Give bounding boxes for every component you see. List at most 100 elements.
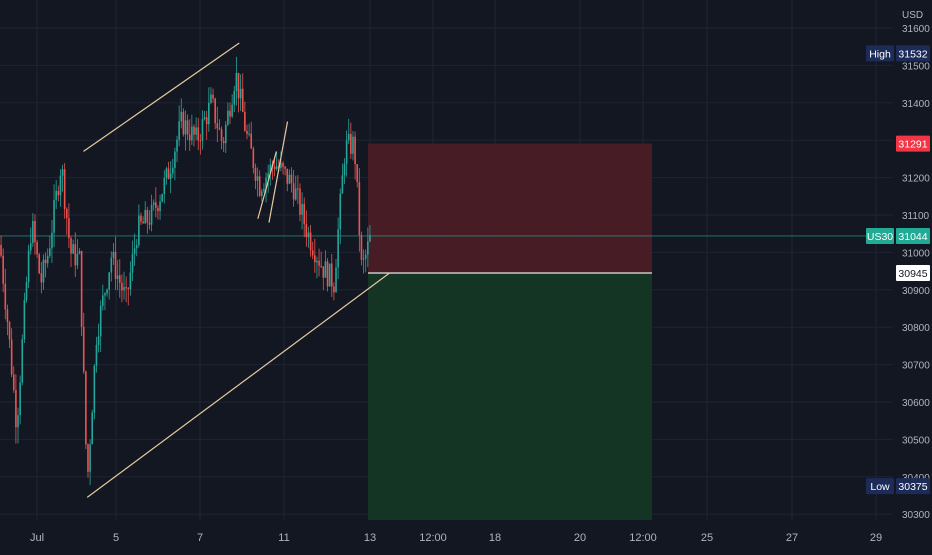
candle-body[interactable] (23, 300, 26, 340)
candle-body[interactable] (146, 209, 149, 223)
candle-body[interactable] (224, 124, 227, 144)
candle-body[interactable] (301, 203, 303, 215)
candle-body[interactable] (178, 121, 180, 140)
candle-body[interactable] (174, 151, 176, 168)
candle-body[interactable] (34, 220, 36, 243)
candle-body[interactable] (125, 287, 127, 289)
candle-body[interactable] (305, 223, 308, 238)
lower-channel-line[interactable] (86, 272, 390, 498)
candle-body[interactable] (49, 248, 51, 256)
candle-body[interactable] (210, 94, 212, 103)
candle-body[interactable] (53, 199, 55, 233)
candle-body[interactable] (121, 282, 123, 291)
candle-body[interactable] (51, 232, 53, 249)
candle-body[interactable] (112, 251, 115, 258)
candle-body[interactable] (95, 344, 98, 366)
candle-body[interactable] (311, 250, 314, 256)
flag-line-right[interactable] (268, 121, 289, 223)
candle-body[interactable] (244, 111, 246, 131)
candle-body[interactable] (316, 260, 318, 263)
candle-body[interactable] (108, 272, 110, 290)
candle-body[interactable] (150, 204, 153, 225)
candle-body[interactable] (343, 163, 346, 176)
candle-body[interactable] (339, 193, 342, 230)
candle-body[interactable] (55, 190, 57, 200)
candle-body[interactable] (131, 253, 134, 273)
candle-body[interactable] (65, 208, 68, 219)
candle-body[interactable] (195, 127, 197, 135)
candle-body[interactable] (129, 272, 132, 290)
candles[interactable] (0, 56, 371, 486)
candle-body[interactable] (118, 275, 121, 283)
candle-body[interactable] (12, 374, 15, 390)
price-axis-panel[interactable] (893, 0, 932, 520)
candle-body[interactable] (362, 258, 365, 260)
candle-body[interactable] (148, 222, 151, 225)
candle-body[interactable] (161, 194, 163, 202)
candle-body[interactable] (341, 175, 344, 194)
candle-body[interactable] (78, 251, 81, 254)
candle-body[interactable] (284, 166, 286, 169)
candle-body[interactable] (106, 289, 108, 294)
candle-body[interactable] (193, 126, 195, 135)
upper-channel-line[interactable] (83, 42, 240, 152)
candle-body[interactable] (27, 250, 30, 283)
candle-body[interactable] (152, 202, 155, 205)
candle-body[interactable] (42, 259, 45, 283)
candle-body[interactable] (140, 215, 142, 222)
stop-loss-zone[interactable] (368, 143, 652, 273)
candle-body[interactable] (218, 128, 221, 130)
candle-body[interactable] (91, 412, 94, 445)
candle-body[interactable] (267, 173, 269, 178)
candle-body[interactable] (326, 261, 329, 287)
candle-body[interactable] (0, 244, 2, 256)
candle-body[interactable] (159, 201, 161, 212)
candle-body[interactable] (237, 72, 240, 99)
candle-body[interactable] (63, 169, 66, 209)
candle-body[interactable] (292, 183, 295, 200)
candle-body[interactable] (356, 164, 359, 183)
candle-body[interactable] (201, 119, 204, 141)
candle-body[interactable] (40, 273, 43, 283)
candle-body[interactable] (138, 215, 140, 246)
candle-body[interactable] (235, 72, 238, 91)
candle-body[interactable] (350, 133, 352, 154)
candle-body[interactable] (29, 243, 32, 251)
candle-body[interactable] (364, 254, 367, 259)
candle-body[interactable] (169, 173, 172, 179)
candle-body[interactable] (186, 120, 189, 135)
candle-body[interactable] (167, 168, 170, 179)
take-profit-zone[interactable] (368, 272, 652, 520)
candle-body[interactable] (367, 241, 369, 255)
candle-body[interactable] (369, 235, 371, 242)
candle-body[interactable] (220, 129, 223, 141)
candle-body[interactable] (135, 245, 138, 249)
candle-body[interactable] (203, 117, 206, 120)
candle-body[interactable] (337, 229, 339, 268)
candle-body[interactable] (314, 255, 316, 263)
flag-line-left[interactable] (257, 151, 277, 219)
candle-body[interactable] (25, 282, 28, 301)
candle-body[interactable] (282, 163, 284, 167)
candle-body[interactable] (297, 188, 299, 190)
candle-body[interactable] (275, 166, 278, 170)
candle-body[interactable] (352, 136, 354, 154)
candle-body[interactable] (144, 209, 147, 224)
candle-body[interactable] (290, 174, 293, 184)
candle-body[interactable] (328, 263, 331, 287)
candle-body[interactable] (216, 123, 219, 129)
candle-body[interactable] (87, 444, 89, 472)
candle-body[interactable] (61, 169, 64, 176)
candle-body[interactable] (222, 140, 225, 144)
candle-body[interactable] (36, 242, 38, 255)
candle-body[interactable] (99, 305, 102, 337)
candle-body[interactable] (182, 111, 185, 135)
candle-body[interactable] (345, 140, 348, 164)
candle-body[interactable] (15, 389, 17, 428)
candle-body[interactable] (256, 176, 259, 181)
candle-body[interactable] (123, 287, 125, 291)
candle-body[interactable] (97, 336, 100, 345)
candle-body[interactable] (269, 164, 272, 174)
candle-body[interactable] (299, 188, 301, 215)
candle-body[interactable] (19, 382, 21, 416)
